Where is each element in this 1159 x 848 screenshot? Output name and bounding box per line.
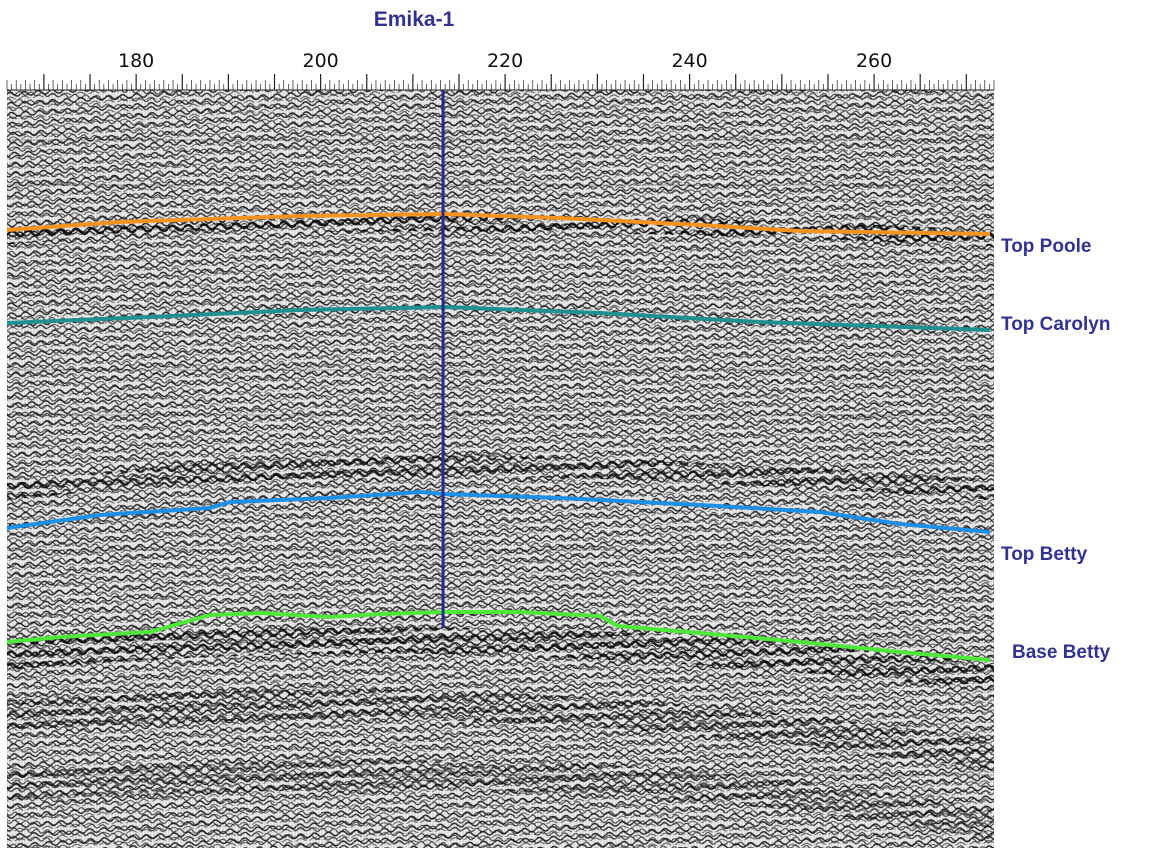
tick-label-220: 220 xyxy=(487,50,523,72)
shot-point-axis: 180 200 220 240 260 xyxy=(6,50,995,91)
well-name-label: Emika-1 xyxy=(374,8,455,31)
tick-label-200: 200 xyxy=(302,50,338,72)
horizon-labels: Top Poole Top Carolyn Top Betty Base Bet… xyxy=(1001,236,1111,663)
minor-ticks xyxy=(6,80,995,90)
horizon-top-poole-line xyxy=(6,212,991,236)
horizon-label-top-poole: Top Poole xyxy=(1001,236,1091,257)
horizon-label-base-betty: Base Betty xyxy=(1012,642,1111,663)
horizon-label-top-betty: Top Betty xyxy=(1001,544,1088,565)
horizon-top-betty-line xyxy=(6,490,991,534)
horizon-base-betty-line xyxy=(6,610,991,662)
tick-label-260: 260 xyxy=(856,50,892,72)
horizon-label-top-carolyn: Top Carolyn xyxy=(1001,314,1110,335)
tick-label-240: 240 xyxy=(671,50,707,72)
horizon-top-carolyn-line xyxy=(6,305,991,332)
horizon-lines xyxy=(6,212,991,662)
tick-label-180: 180 xyxy=(118,50,154,72)
seismic-data xyxy=(7,90,994,848)
major-ticks xyxy=(43,74,967,90)
tick-labels: 180 200 220 240 260 xyxy=(118,50,892,72)
